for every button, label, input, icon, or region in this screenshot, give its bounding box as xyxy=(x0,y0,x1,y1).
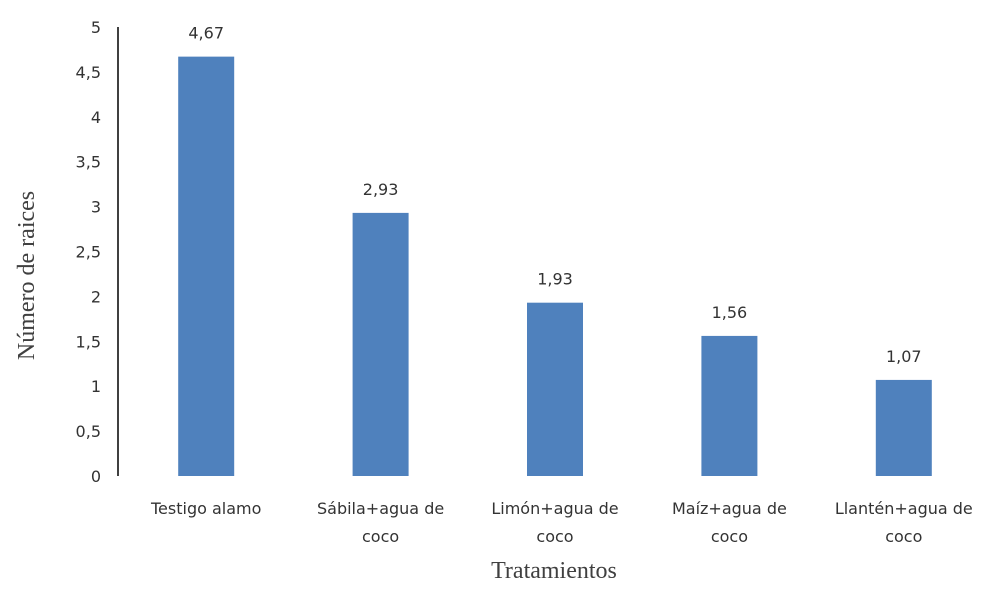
x-category-label: Sábila+agua de xyxy=(317,499,444,518)
bar xyxy=(875,379,932,476)
x-category-label: coco xyxy=(711,527,748,546)
bar-value-label: 1,93 xyxy=(537,270,573,289)
y-tick-label: 3 xyxy=(91,198,101,217)
x-category-label: Llantén+agua de xyxy=(835,499,973,518)
y-tick-label: 2 xyxy=(91,287,101,306)
x-axis-title: Tratamientos xyxy=(491,558,617,584)
x-category-label: Maíz+agua de xyxy=(672,499,787,518)
y-axis-title: Número de raices xyxy=(14,191,40,360)
bar xyxy=(352,212,409,477)
y-tick-label: 3,5 xyxy=(76,153,101,172)
y-axis-ticks: 0 0,5 1 1,5 2 2,5 3 3,5 4 4,5 5 xyxy=(76,18,101,486)
y-tick-label: 4,5 xyxy=(76,63,101,82)
x-category-label: Limón+agua de xyxy=(491,499,618,518)
x-category-label: coco xyxy=(362,527,399,546)
y-tick-label: 5 xyxy=(91,18,101,37)
data-labels: 4,67 2,93 1,93 1,56 1,07 xyxy=(188,24,921,366)
y-tick-label: 1 xyxy=(91,377,101,396)
bars xyxy=(178,56,932,477)
x-category-label: Testigo alamo xyxy=(150,499,261,518)
bar-value-label: 2,93 xyxy=(363,180,399,199)
x-category-label: coco xyxy=(885,527,922,546)
y-tick-label: 1,5 xyxy=(76,332,101,351)
x-axis-category-labels: Testigo alamo Sábila+agua de coco Limón+agu… xyxy=(150,499,973,546)
x-category-label: coco xyxy=(536,527,573,546)
bar xyxy=(527,302,583,476)
bar-value-label: 1,56 xyxy=(712,303,748,322)
y-tick-label: 2,5 xyxy=(76,243,101,262)
y-tick-label: 0 xyxy=(91,467,101,486)
y-tick-label: 0,5 xyxy=(76,422,101,441)
y-tick-label: 4 xyxy=(91,108,101,127)
bar-value-label: 1,07 xyxy=(886,347,922,366)
bar xyxy=(178,56,235,476)
bar xyxy=(701,335,758,476)
bar-value-label: 4,67 xyxy=(188,24,224,43)
